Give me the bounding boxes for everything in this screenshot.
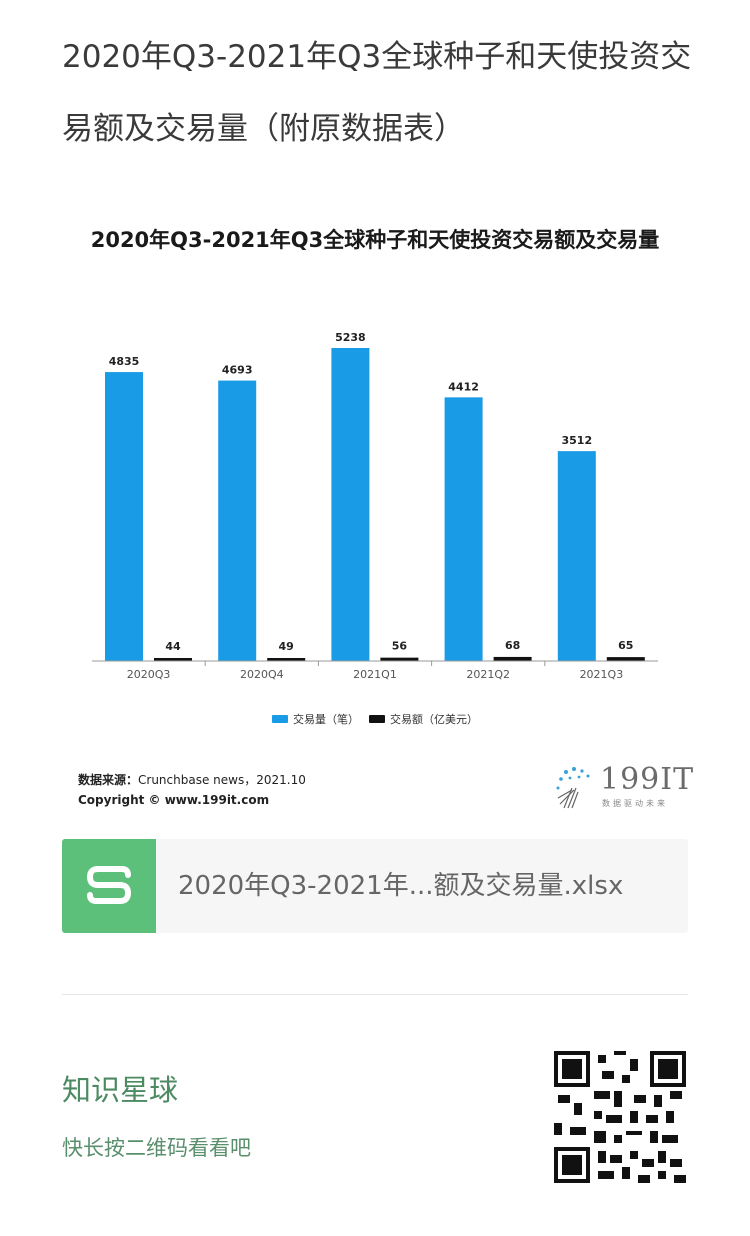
- source-value: Crunchbase news，2021.10: [138, 773, 306, 787]
- bar-amount-2021Q3: [606, 657, 645, 661]
- bar-amount-2020Q4: [267, 658, 306, 661]
- logo-text: 199IT: [600, 762, 695, 797]
- x-tick-label-2020Q4: 2020Q4: [240, 668, 284, 681]
- promo-title: 知识星球: [62, 1073, 179, 1107]
- section-divider: [62, 994, 688, 995]
- bar-volume-2021Q2: [444, 397, 483, 661]
- site-logo: 199IT 数据驱动未来: [552, 762, 693, 814]
- bar-label-amount-2020Q3: 44: [165, 640, 181, 653]
- bar-label-amount-2021Q1: 56: [392, 640, 408, 653]
- bar-amount-2020Q3: [154, 658, 192, 661]
- x-tick-label-2021Q1: 2021Q1: [353, 668, 397, 681]
- x-tick-label-2021Q2: 2021Q2: [466, 668, 510, 681]
- bar-label-amount-2020Q4: 49: [279, 640, 294, 653]
- bar-label-volume-2020Q3: 4835: [109, 355, 140, 368]
- bar-amount-2021Q1: [380, 657, 419, 661]
- bar-volume-2020Q4: [218, 380, 257, 661]
- bar-label-volume-2021Q1: 5238: [335, 331, 366, 344]
- bar-label-volume-2020Q4: 4693: [222, 364, 253, 377]
- bar-volume-2020Q3: [105, 372, 143, 661]
- dandelion-logo-icon: [556, 767, 590, 809]
- logo-subtitle: 数据驱动未来: [602, 799, 668, 808]
- copyright-text: Copyright © www.199it.com: [78, 793, 270, 807]
- x-tick-label-2021Q3: 2021Q3: [580, 668, 624, 681]
- bar-label-amount-2021Q2: 68: [505, 639, 520, 652]
- qr-code-icon[interactable]: [554, 1051, 686, 1183]
- legend-swatch-1: [369, 715, 385, 723]
- spreadsheet-s-icon: [62, 839, 156, 933]
- source-label: 数据来源：: [78, 773, 139, 787]
- bar-label-volume-2021Q2: 4412: [448, 380, 479, 393]
- promo-subtitle: 快长按二维码看看吧: [62, 1136, 251, 1160]
- x-tick-label-2020Q3: 2020Q3: [127, 668, 171, 681]
- legend-label-1: 交易额（亿美元）: [390, 712, 478, 726]
- bar-label-amount-2021Q3: 65: [618, 639, 633, 652]
- chart-title: 2020年Q3-2021年Q3全球种子和天使投资交易额及交易量: [91, 228, 660, 252]
- bar-chart-svg: 2020年Q3-2021年Q3全球种子和天使投资交易额及交易量 4835 44 46…: [91, 228, 660, 726]
- bar-label-volume-2021Q3: 3512: [561, 434, 592, 447]
- attachment-card[interactable]: 2020年Q3-2021年...额及交易量.xlsx: [62, 839, 688, 933]
- bar-volume-2021Q1: [331, 348, 370, 661]
- chart: 2020年Q3-2021年Q3全球种子和天使投资交易额及交易量 4835 44 46…: [0, 200, 750, 820]
- data-source: 数据来源：Crunchbase news，2021.10: [78, 770, 306, 790]
- legend-label-0: 交易量（笔）: [293, 712, 359, 726]
- bar-amount-2021Q2: [493, 656, 532, 661]
- article-title: 2020年Q3-2021年Q3全球种子和天使投资交易额及交易量（附原数据表）: [62, 38, 692, 147]
- bar-volume-2021Q3: [557, 451, 596, 661]
- attachment-file-name[interactable]: 2020年Q3-2021年...额及交易量.xlsx: [178, 871, 624, 901]
- legend-swatch-0: [272, 715, 288, 723]
